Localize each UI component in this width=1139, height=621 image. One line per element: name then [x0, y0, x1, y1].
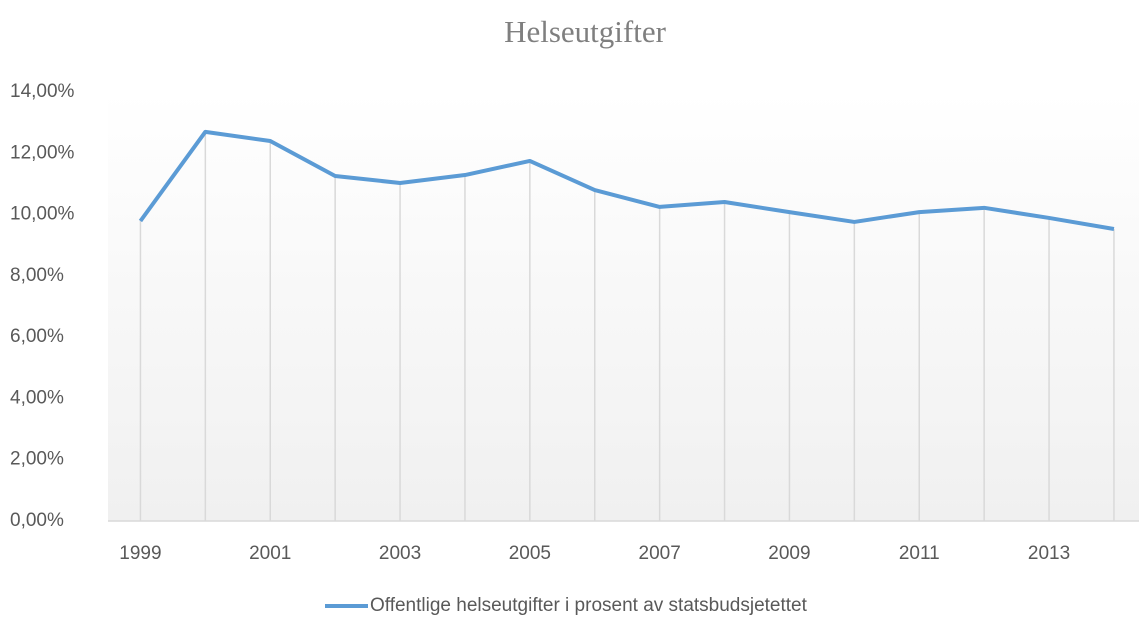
y-tick-label: 2,00% — [10, 449, 64, 470]
x-tick-label: 2013 — [1028, 543, 1070, 564]
y-tick-label: 4,00% — [10, 387, 64, 408]
x-tick-label: 2005 — [509, 543, 551, 564]
chart-title: Helseutgifter — [504, 14, 667, 49]
y-tick-label: 12,00% — [10, 142, 75, 163]
x-tick-label: 2007 — [639, 543, 681, 564]
y-tick-label: 8,00% — [10, 265, 64, 286]
data-line — [138, 129, 1115, 231]
x-tick-label: 2009 — [768, 543, 810, 564]
y-tick-label: 14,00% — [10, 81, 75, 102]
plot-area — [108, 92, 1139, 521]
x-tick-label: 2011 — [899, 543, 940, 564]
x-tick-label: 2001 — [249, 543, 291, 564]
y-tick-label: 10,00% — [10, 204, 75, 225]
y-tick-label: 6,00% — [10, 326, 64, 347]
x-tick-label: 2003 — [379, 543, 421, 564]
x-tick-label: 1999 — [119, 543, 161, 564]
y-tick-label: 0,00% — [10, 510, 64, 531]
legend-label: Offentlige helseutgifter i prosent av st… — [370, 595, 808, 616]
